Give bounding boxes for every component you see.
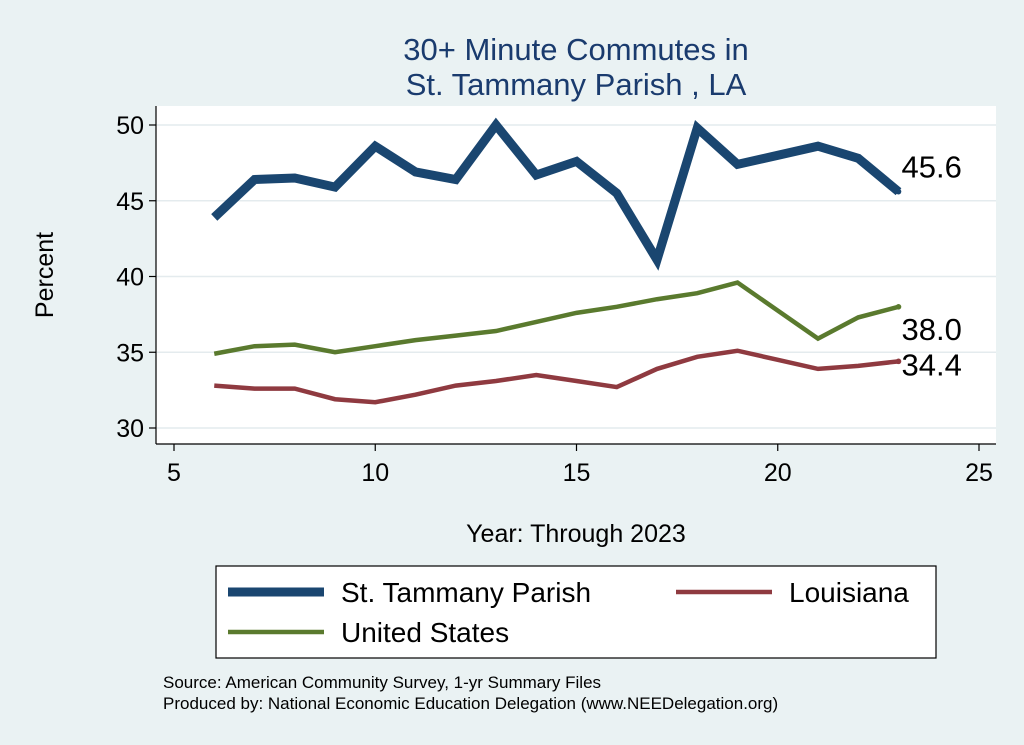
y-tick-label: 50 <box>116 112 144 140</box>
series-end-point <box>895 188 902 195</box>
end-label-louisiana: 34.4 <box>902 347 962 382</box>
series-line-united-states <box>213 280 900 356</box>
end-labels: 45.6 34.438.0 <box>902 150 962 383</box>
y-axis-ticks: 30 35 40 45 50 <box>116 112 156 443</box>
legend-label-louisiana: Louisiana <box>789 577 909 608</box>
chart-title-line-1: 30+ Minute Commutes in <box>403 32 748 67</box>
y-tick-label: 45 <box>116 188 144 216</box>
end-label-united-states: 38.0 <box>902 312 962 347</box>
x-axis-label: Year: Through 2023 <box>466 520 686 548</box>
x-tick-label: 15 <box>563 459 591 487</box>
series-lines <box>211 117 902 405</box>
x-tick-label: 25 <box>965 459 993 487</box>
y-tick-label: 40 <box>116 264 144 292</box>
legend: St. Tammany Parish Louisiana United Stat… <box>215 565 937 659</box>
y-tick-label: 35 <box>116 339 144 367</box>
x-tick-label: 5 <box>167 459 181 487</box>
x-axis-ticks: 5 10 15 20 25 <box>167 444 993 487</box>
y-axis-label: Percent <box>31 232 59 318</box>
x-tick-label: 20 <box>764 459 792 487</box>
legend-label-united-states: United States <box>341 617 509 648</box>
chart-title-line-2: St. Tammany Parish , LA <box>406 67 747 102</box>
source-note: Source: American Community Survey, 1-yr … <box>163 673 601 692</box>
legend-box <box>215 565 937 659</box>
plot-area <box>156 106 996 444</box>
y-tick-label: 30 <box>116 415 144 443</box>
legend-label-st-tammany: St. Tammany Parish <box>341 577 591 608</box>
end-label-st-tammany-parish: 45.6 <box>902 150 962 185</box>
series-end-point <box>895 304 902 310</box>
series-end-point <box>895 358 902 365</box>
series-line-louisiana <box>214 348 899 405</box>
gridlines <box>156 124 996 429</box>
producer-note: Produced by: National Economic Education… <box>163 694 778 713</box>
x-tick-label: 10 <box>361 459 389 487</box>
series-line-st-tammany-parish <box>211 117 902 271</box>
